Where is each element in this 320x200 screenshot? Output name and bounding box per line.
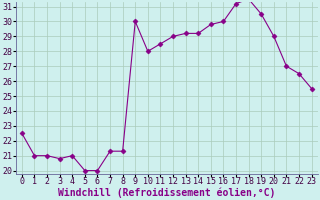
- X-axis label: Windchill (Refroidissement éolien,°C): Windchill (Refroidissement éolien,°C): [58, 187, 276, 198]
